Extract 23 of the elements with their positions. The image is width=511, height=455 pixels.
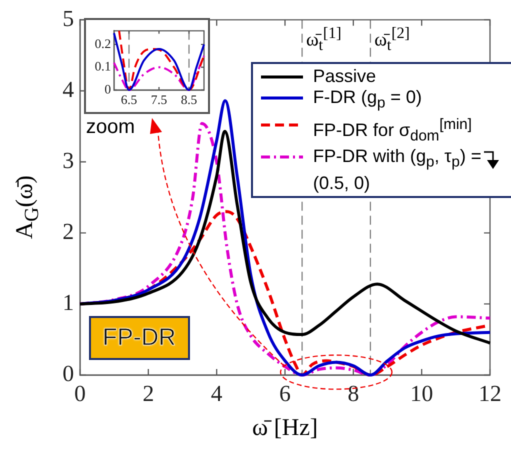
x-tick-label: 7.5 bbox=[150, 92, 168, 108]
annotation: zoom bbox=[86, 116, 135, 139]
y-tick-label: 1 bbox=[62, 290, 74, 316]
x-axis-title: ω̄ [Hz] bbox=[252, 415, 318, 442]
y-tick-label: 5 bbox=[62, 6, 74, 31]
y-tick-label: 0.2 bbox=[94, 36, 111, 51]
y-tick-label: 3 bbox=[62, 148, 74, 173]
x-tick-label: 2 bbox=[142, 380, 154, 406]
y-tick-label: 0 bbox=[62, 361, 74, 386]
legend-label: F-DR (g$_{p}$ = 0) bbox=[313, 87, 422, 114]
y-tick-label: 0 bbox=[104, 81, 111, 96]
x-tick-label: 8.5 bbox=[180, 92, 198, 108]
y-tick-label: 0.1 bbox=[94, 58, 111, 74]
x-tick-label: 6.5 bbox=[120, 92, 138, 108]
x-tick-label: 12 bbox=[478, 380, 502, 406]
x-tick-label: 6 bbox=[279, 380, 291, 406]
x-tick-label: 10 bbox=[410, 380, 434, 406]
x-tick-label: 4 bbox=[210, 380, 223, 406]
y-tick-label: 2 bbox=[62, 218, 74, 244]
x-tick-label: 8 bbox=[348, 380, 360, 406]
legend-label: Passive bbox=[313, 66, 376, 87]
text: FP-DR with (g$_{p}$, τ$_{p}$) = (0.5, 0) bbox=[313, 146, 482, 193]
annotation: FP-DR bbox=[88, 316, 190, 360]
